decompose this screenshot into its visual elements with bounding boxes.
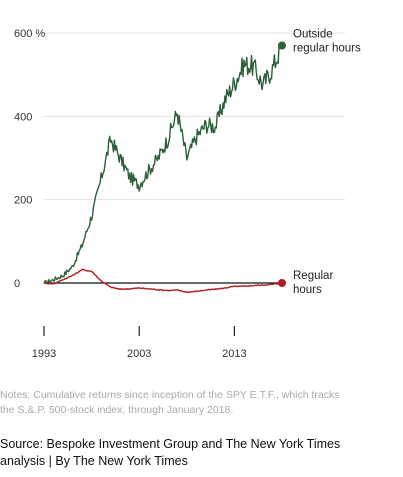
series-line-outside-regular-hours [43, 41, 283, 285]
y-tick-label: 200 [14, 195, 32, 207]
series-end-dot [278, 279, 286, 287]
x-tick-label: 1993 [32, 348, 56, 360]
x-tick-label: 2013 [222, 348, 246, 360]
series-label: regular hours [293, 43, 361, 55]
series-labels: Outside regular hours Regular hours [293, 29, 361, 297]
chart-notes: Notes: Cumulative returns since inceptio… [0, 388, 403, 418]
series-end-dot [278, 41, 286, 50]
notes-line-2: the S.&.P. 500-stock index, through Janu… [0, 404, 234, 416]
y-tick-label: 400 [14, 111, 32, 123]
series-label: hours [293, 284, 322, 296]
source-line-2: analysis | By The New York Times [0, 454, 188, 468]
series-end-markers [278, 41, 286, 287]
y-tick-label: 0 [14, 278, 20, 290]
source-line-1: Source: Bespoke Investment Group and The… [0, 437, 341, 451]
x-axis-ticks: 1993 2003 2013 [32, 326, 247, 360]
notes-line-1: Notes: Cumulative returns since inceptio… [0, 389, 340, 401]
chart-source: Source: Bespoke Investment Group and The… [0, 436, 403, 470]
series-label: Outside [293, 29, 333, 41]
series-line-regular-hours [43, 268, 283, 294]
x-tick-label: 2003 [127, 348, 151, 360]
series-label: Regular [293, 270, 333, 282]
y-axis-tick-labels: 0 200 400 600 % [14, 28, 45, 290]
line-chart: 0 200 400 600 % Outside regular hours Regular… [14, 28, 361, 360]
series-lines [43, 41, 283, 294]
gridlines [44, 32, 345, 201]
y-tick-label: 600 % [14, 28, 45, 40]
